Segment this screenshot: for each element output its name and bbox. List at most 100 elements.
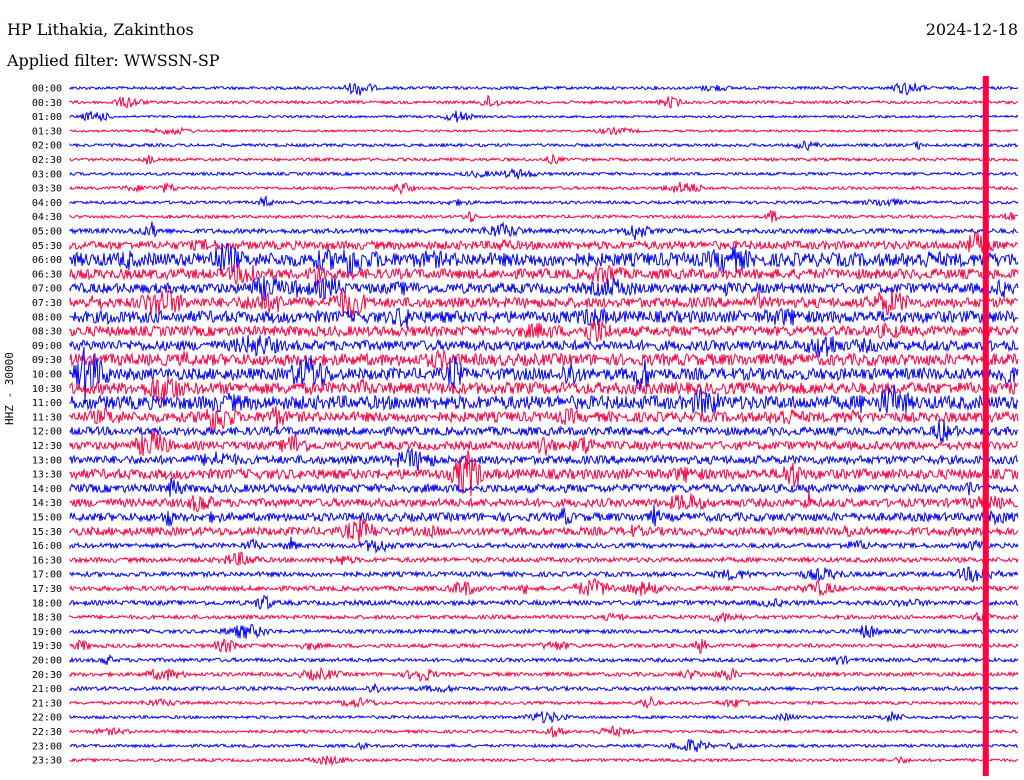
time-label-1100: 11:00	[32, 398, 62, 409]
time-label-0730: 07:30	[32, 298, 62, 309]
time-label-2000: 20:00	[32, 656, 62, 667]
trace-row-1930	[69, 638, 1019, 654]
time-label-1030: 10:30	[32, 384, 62, 395]
trace-row-1900	[69, 623, 1019, 640]
time-label-0430: 04:30	[32, 212, 62, 223]
trace-row-1530	[69, 518, 1019, 544]
trace-row-0430	[69, 210, 1019, 223]
time-label-2130: 21:30	[32, 698, 62, 709]
time-label-1630: 16:30	[32, 555, 62, 566]
time-label-0000: 00:00	[32, 84, 62, 95]
time-label-0500: 05:00	[32, 227, 62, 238]
trace-row-1830	[69, 611, 1019, 624]
trace-row-0200	[69, 139, 1019, 152]
record-date: 2024-12-18	[925, 20, 1018, 39]
trace-row-1700	[69, 566, 1019, 583]
time-label-0300: 03:00	[32, 169, 62, 180]
trace-row-0830	[69, 319, 1019, 342]
time-label-1530: 15:30	[32, 527, 62, 538]
trace-row-1500	[69, 504, 1019, 528]
traces-group	[69, 76, 1019, 776]
trace-row-0800	[69, 307, 1019, 329]
trace-row-0130	[69, 126, 1019, 136]
trace-row-0330	[69, 181, 1019, 196]
time-label-1130: 11:30	[32, 412, 62, 423]
time-label-1200: 12:00	[32, 427, 62, 438]
trace-row-0030	[69, 94, 1019, 109]
time-label-1600: 16:00	[32, 541, 62, 552]
trace-row-1630	[69, 551, 1019, 567]
trace-row-1230	[69, 430, 1019, 457]
time-label-0700: 07:00	[32, 284, 62, 295]
trace-row-0630	[69, 263, 1019, 287]
trace-row-2030	[69, 666, 1019, 682]
trace-row-1000	[69, 346, 1019, 403]
trace-row-0730	[69, 288, 1019, 318]
trace-row-2330	[69, 754, 1019, 767]
time-label-1730: 17:30	[32, 584, 62, 595]
trace-row-1030	[69, 377, 1019, 408]
trace-row-1730	[69, 577, 1019, 597]
time-labels-group: 00:00 00:30 01:00 01:30 02:00 02:30 03:00 03:30…	[32, 84, 62, 767]
time-label-1400: 14:00	[32, 484, 62, 495]
time-label-1900: 19:00	[32, 627, 62, 638]
trace-row-1430	[69, 490, 1019, 513]
time-label-1930: 19:30	[32, 641, 62, 652]
trace-row-1800	[69, 594, 1019, 610]
time-label-1500: 15:00	[32, 513, 62, 524]
time-label-1430: 14:30	[32, 498, 62, 509]
trace-row-1330	[69, 450, 1019, 497]
trace-row-0930	[69, 349, 1019, 371]
time-label-0230: 02:30	[32, 155, 62, 166]
trace-row-0900	[69, 335, 1019, 358]
trace-row-0600	[69, 242, 1019, 277]
time-label-2100: 21:00	[32, 684, 62, 695]
trace-row-1200	[69, 419, 1019, 443]
trace-row-0700	[69, 275, 1019, 302]
time-label-2230: 22:30	[32, 727, 62, 738]
time-label-2300: 23:00	[32, 741, 62, 752]
time-label-1300: 13:00	[32, 455, 62, 466]
trace-row-1400	[69, 477, 1019, 497]
time-label-2330: 23:30	[32, 756, 62, 767]
trace-row-0400	[69, 195, 1019, 208]
trace-row-1600	[69, 536, 1019, 554]
time-label-0200: 02:00	[32, 141, 62, 152]
trace-row-0530	[69, 230, 1019, 255]
time-label-0330: 03:30	[32, 184, 62, 195]
time-label-2200: 22:00	[32, 713, 62, 724]
time-label-0830: 08:30	[32, 327, 62, 338]
trace-row-2230	[69, 725, 1019, 738]
trace-row-2000	[69, 653, 1019, 666]
trace-row-2300	[69, 738, 1019, 753]
trace-row-0500	[69, 221, 1019, 241]
time-label-0030: 00:30	[32, 98, 62, 109]
time-label-1830: 18:30	[32, 613, 62, 624]
time-label-0900: 09:00	[32, 341, 62, 352]
filter-label: Applied filter: WWSSN-SP	[7, 51, 220, 70]
time-label-1000: 10:00	[32, 370, 62, 381]
trace-row-0230	[69, 152, 1019, 165]
time-label-2030: 20:30	[32, 670, 62, 681]
time-label-0630: 06:30	[32, 269, 62, 280]
time-label-0530: 05:30	[32, 241, 62, 252]
trace-row-1300	[69, 447, 1019, 471]
trace-row-2130	[69, 695, 1019, 710]
trace-row-1130	[69, 405, 1019, 432]
time-label-0400: 04:00	[32, 198, 62, 209]
station-name: HP Lithakia, Zakinthos	[7, 20, 194, 39]
time-label-0930: 09:30	[32, 355, 62, 366]
time-label-1800: 18:00	[32, 598, 62, 609]
trace-row-0000	[69, 82, 1019, 97]
time-label-1700: 17:00	[32, 570, 62, 581]
trace-row-0300	[69, 167, 1018, 180]
time-label-0100: 01:00	[32, 112, 62, 123]
trace-row-2100	[69, 682, 1019, 694]
trace-row-1100	[69, 384, 1019, 417]
time-label-0130: 01:30	[32, 126, 62, 137]
trace-row-0100	[69, 110, 1019, 123]
time-label-1330: 13:30	[32, 470, 62, 481]
trace-row-2200	[69, 710, 1019, 724]
time-label-1230: 12:30	[32, 441, 62, 452]
